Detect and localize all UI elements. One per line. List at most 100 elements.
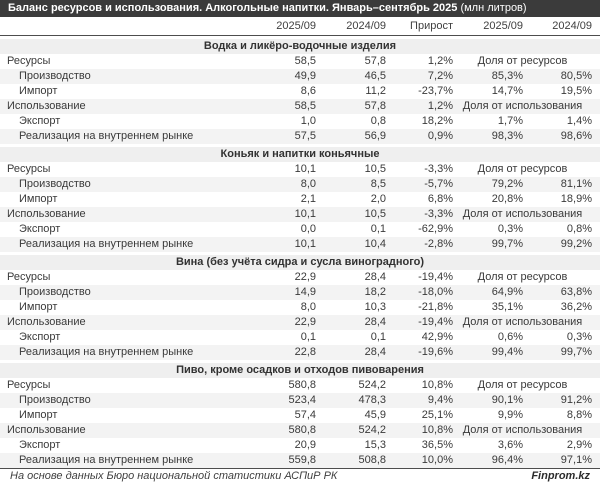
table-row: Производство 49,9 46,5 7,2% 85,3% 80,5% bbox=[0, 69, 600, 84]
table-row: Производство 8,0 8,5 -5,7% 79,2% 81,1% bbox=[0, 177, 600, 192]
value-cell: 57,4 bbox=[294, 409, 316, 421]
value-cell: -19,4% bbox=[418, 316, 453, 328]
value-cell: 2,9% bbox=[566, 439, 592, 451]
value-cell: 57,5 bbox=[294, 130, 316, 142]
value-cell: 580,8 bbox=[288, 424, 316, 436]
value-cell: 49,9 bbox=[294, 70, 316, 82]
value-cell: 1,4% bbox=[566, 115, 592, 127]
value-cell: 6,8% bbox=[427, 193, 453, 205]
value-cell: 20,9 bbox=[294, 439, 316, 451]
value-cell: -5,7% bbox=[424, 178, 453, 190]
value-cell: 28,4 bbox=[364, 271, 386, 283]
value-cell: 2,0 bbox=[370, 193, 386, 205]
value-cell: 0,1 bbox=[370, 331, 386, 343]
row-label: Экспорт bbox=[19, 115, 61, 127]
value-cell: 28,4 bbox=[364, 316, 386, 328]
page-title: Баланс ресурсов и использования. Алкогол… bbox=[8, 2, 458, 14]
table-row: Ресурсы 580,8 524,2 10,8% Доля от ресурсов bbox=[0, 378, 600, 393]
column-header-row: 2025/09 2024/09 Прирост 2025/09 2024/09 bbox=[0, 17, 600, 36]
row-label: Ресурсы bbox=[7, 379, 51, 391]
value-cell: 10,3 bbox=[364, 301, 386, 313]
value-cell: 96,4% bbox=[491, 454, 523, 466]
table-body: Водка и ликёро-водочные изделия Ресурсы 58… bbox=[0, 36, 600, 468]
page-title-unit: (млн литров) bbox=[457, 2, 527, 14]
source-note: На основе данных Бюро национальной стати… bbox=[10, 470, 338, 482]
value-cell: 22,8 bbox=[294, 346, 316, 358]
value-cell: 79,2% bbox=[491, 178, 523, 190]
value-cell: 0,9% bbox=[427, 130, 453, 142]
value-cell: 9,4% bbox=[427, 394, 453, 406]
row-label: Производство bbox=[19, 286, 91, 298]
row-label: Использование bbox=[7, 424, 86, 436]
value-cell: 99,7% bbox=[560, 346, 592, 358]
table-row: Ресурсы 10,1 10,5 -3,3% Доля от ресурсов bbox=[0, 162, 600, 177]
title-bar: Баланс ресурсов и использования. Алкогол… bbox=[0, 0, 600, 17]
value-cell: 56,9 bbox=[364, 130, 386, 142]
value-cell: 42,9% bbox=[421, 331, 453, 343]
value-cell: 45,9 bbox=[364, 409, 386, 421]
row-label: Импорт bbox=[19, 85, 58, 97]
table-row: Экспорт 0,0 0,1 -62,9% 0,3% 0,8% bbox=[0, 222, 600, 237]
row-label: Ресурсы bbox=[7, 163, 51, 175]
value-cell: 80,5% bbox=[560, 70, 592, 82]
value-cell: 0,1 bbox=[300, 331, 316, 343]
value-cell: 10,1 bbox=[294, 163, 316, 175]
value-cell: 14,7% bbox=[491, 85, 523, 97]
value-cell: 36,5% bbox=[421, 439, 453, 451]
value-cell: 22,9 bbox=[294, 316, 316, 328]
table-row: Ресурсы 58,5 57,8 1,2% Доля от ресурсов bbox=[0, 54, 600, 69]
brand-watermark: Finprom.kz bbox=[531, 470, 590, 482]
value-cell: 19,5% bbox=[560, 85, 592, 97]
footer: На основе данных Бюро национальной стати… bbox=[0, 468, 600, 482]
row-label: Использование bbox=[7, 316, 86, 328]
table-row: Производство 523,4 478,3 9,4% 90,1% 91,2% bbox=[0, 393, 600, 408]
row-label: Использование bbox=[7, 100, 86, 112]
value-cell: 478,3 bbox=[358, 394, 386, 406]
value-cell: -18,0% bbox=[418, 286, 453, 298]
value-cell: 8,0 bbox=[300, 178, 316, 190]
value-cell: 25,1% bbox=[421, 409, 453, 421]
value-cell: 15,3 bbox=[364, 439, 386, 451]
column-header-share-2024-09: 2024/09 bbox=[552, 20, 592, 32]
value-cell: 1,2% bbox=[427, 55, 453, 67]
row-label: Экспорт bbox=[19, 223, 61, 235]
value-cell: -3,3% bbox=[424, 208, 453, 220]
value-cell: 559,8 bbox=[288, 454, 316, 466]
value-cell: 99,7% bbox=[491, 238, 523, 250]
value-cell: 524,2 bbox=[358, 379, 386, 391]
value-cell: 10,8% bbox=[421, 424, 453, 436]
row-label: Использование bbox=[7, 208, 86, 220]
value-cell: 81,1% bbox=[560, 178, 592, 190]
section-header: Пиво, кроме осадков и отходов пивоварени… bbox=[0, 363, 600, 378]
table-row: Импорт 8,0 10,3 -21,8% 35,1% 36,2% bbox=[0, 300, 600, 315]
value-cell: 10,5 bbox=[364, 163, 386, 175]
value-cell: 57,8 bbox=[364, 55, 386, 67]
value-cell: -21,8% bbox=[418, 301, 453, 313]
value-cell: 63,8% bbox=[560, 286, 592, 298]
value-cell: 9,9% bbox=[497, 409, 523, 421]
value-cell: 90,1% bbox=[491, 394, 523, 406]
column-header-2024-09: 2024/09 bbox=[346, 20, 386, 32]
value-cell: 18,9% bbox=[560, 193, 592, 205]
value-cell: 8,6 bbox=[300, 85, 316, 97]
table-row: Использование 58,5 57,8 1,2% Доля от использ… bbox=[0, 99, 600, 114]
table-row: Импорт 8,6 11,2 -23,7% 14,7% 19,5% bbox=[0, 84, 600, 99]
table-row: Производство 14,9 18,2 -18,0% 64,9% 63,8% bbox=[0, 285, 600, 300]
value-cell: 7,2% bbox=[427, 70, 453, 82]
value-cell: 0,0 bbox=[300, 223, 316, 235]
value-cell: 1,2% bbox=[427, 100, 453, 112]
value-cell: 523,4 bbox=[288, 394, 316, 406]
table-row: Импорт 57,4 45,9 25,1% 9,9% 8,8% bbox=[0, 408, 600, 423]
value-cell: 8,0 bbox=[300, 301, 316, 313]
value-cell: 18,2 bbox=[364, 286, 386, 298]
value-cell: 0,1 bbox=[370, 223, 386, 235]
value-cell: 2,1 bbox=[300, 193, 316, 205]
value-cell: 0,6% bbox=[497, 331, 523, 343]
value-cell: -19,6% bbox=[418, 346, 453, 358]
value-cell: 10,4 bbox=[364, 238, 386, 250]
value-cell: 524,2 bbox=[358, 424, 386, 436]
column-header-share-2025-09: 2025/09 bbox=[483, 20, 523, 32]
value-cell: 3,6% bbox=[497, 439, 523, 451]
value-cell: 98,6% bbox=[560, 130, 592, 142]
